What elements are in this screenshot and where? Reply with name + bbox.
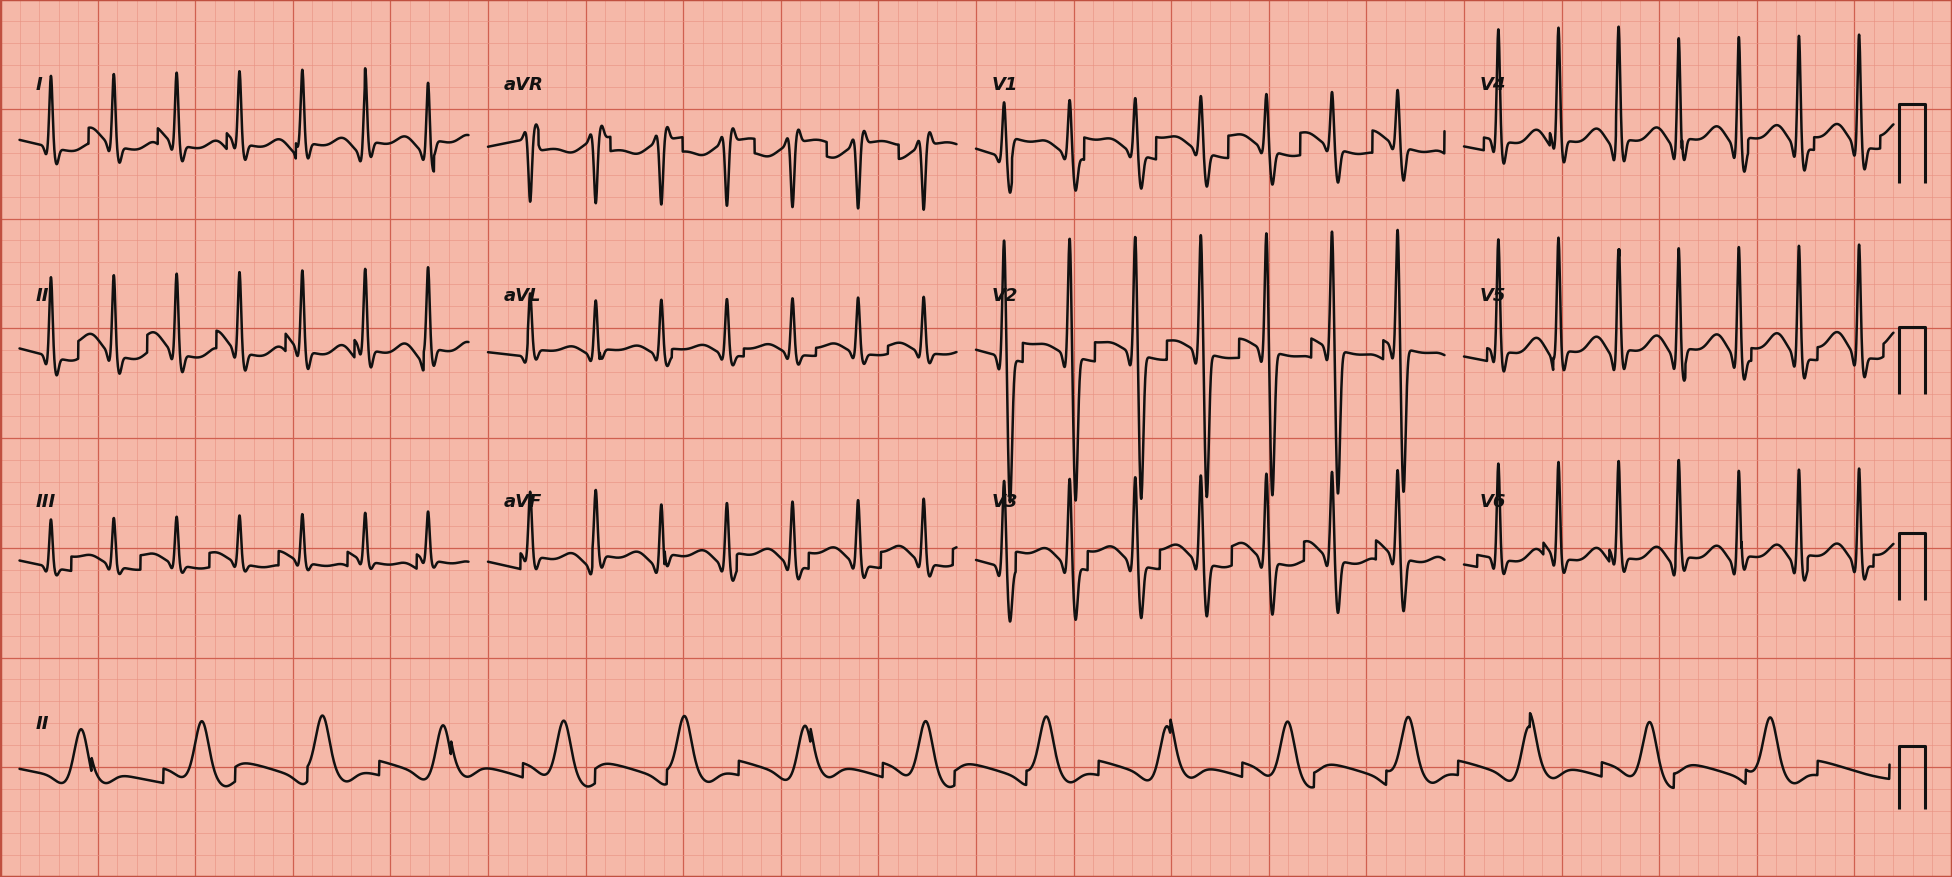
Text: II: II <box>35 286 49 304</box>
Text: V1: V1 <box>992 75 1019 94</box>
Text: V2: V2 <box>992 286 1019 304</box>
Text: aVR: aVR <box>504 75 543 94</box>
Text: V4: V4 <box>1480 75 1507 94</box>
Text: aVF: aVF <box>504 492 543 510</box>
Text: V5: V5 <box>1480 286 1507 304</box>
Text: I: I <box>35 75 41 94</box>
Text: III: III <box>35 492 55 510</box>
Text: V3: V3 <box>992 492 1019 510</box>
Text: V6: V6 <box>1480 492 1507 510</box>
Text: aVL: aVL <box>504 286 541 304</box>
Text: II: II <box>35 714 49 732</box>
